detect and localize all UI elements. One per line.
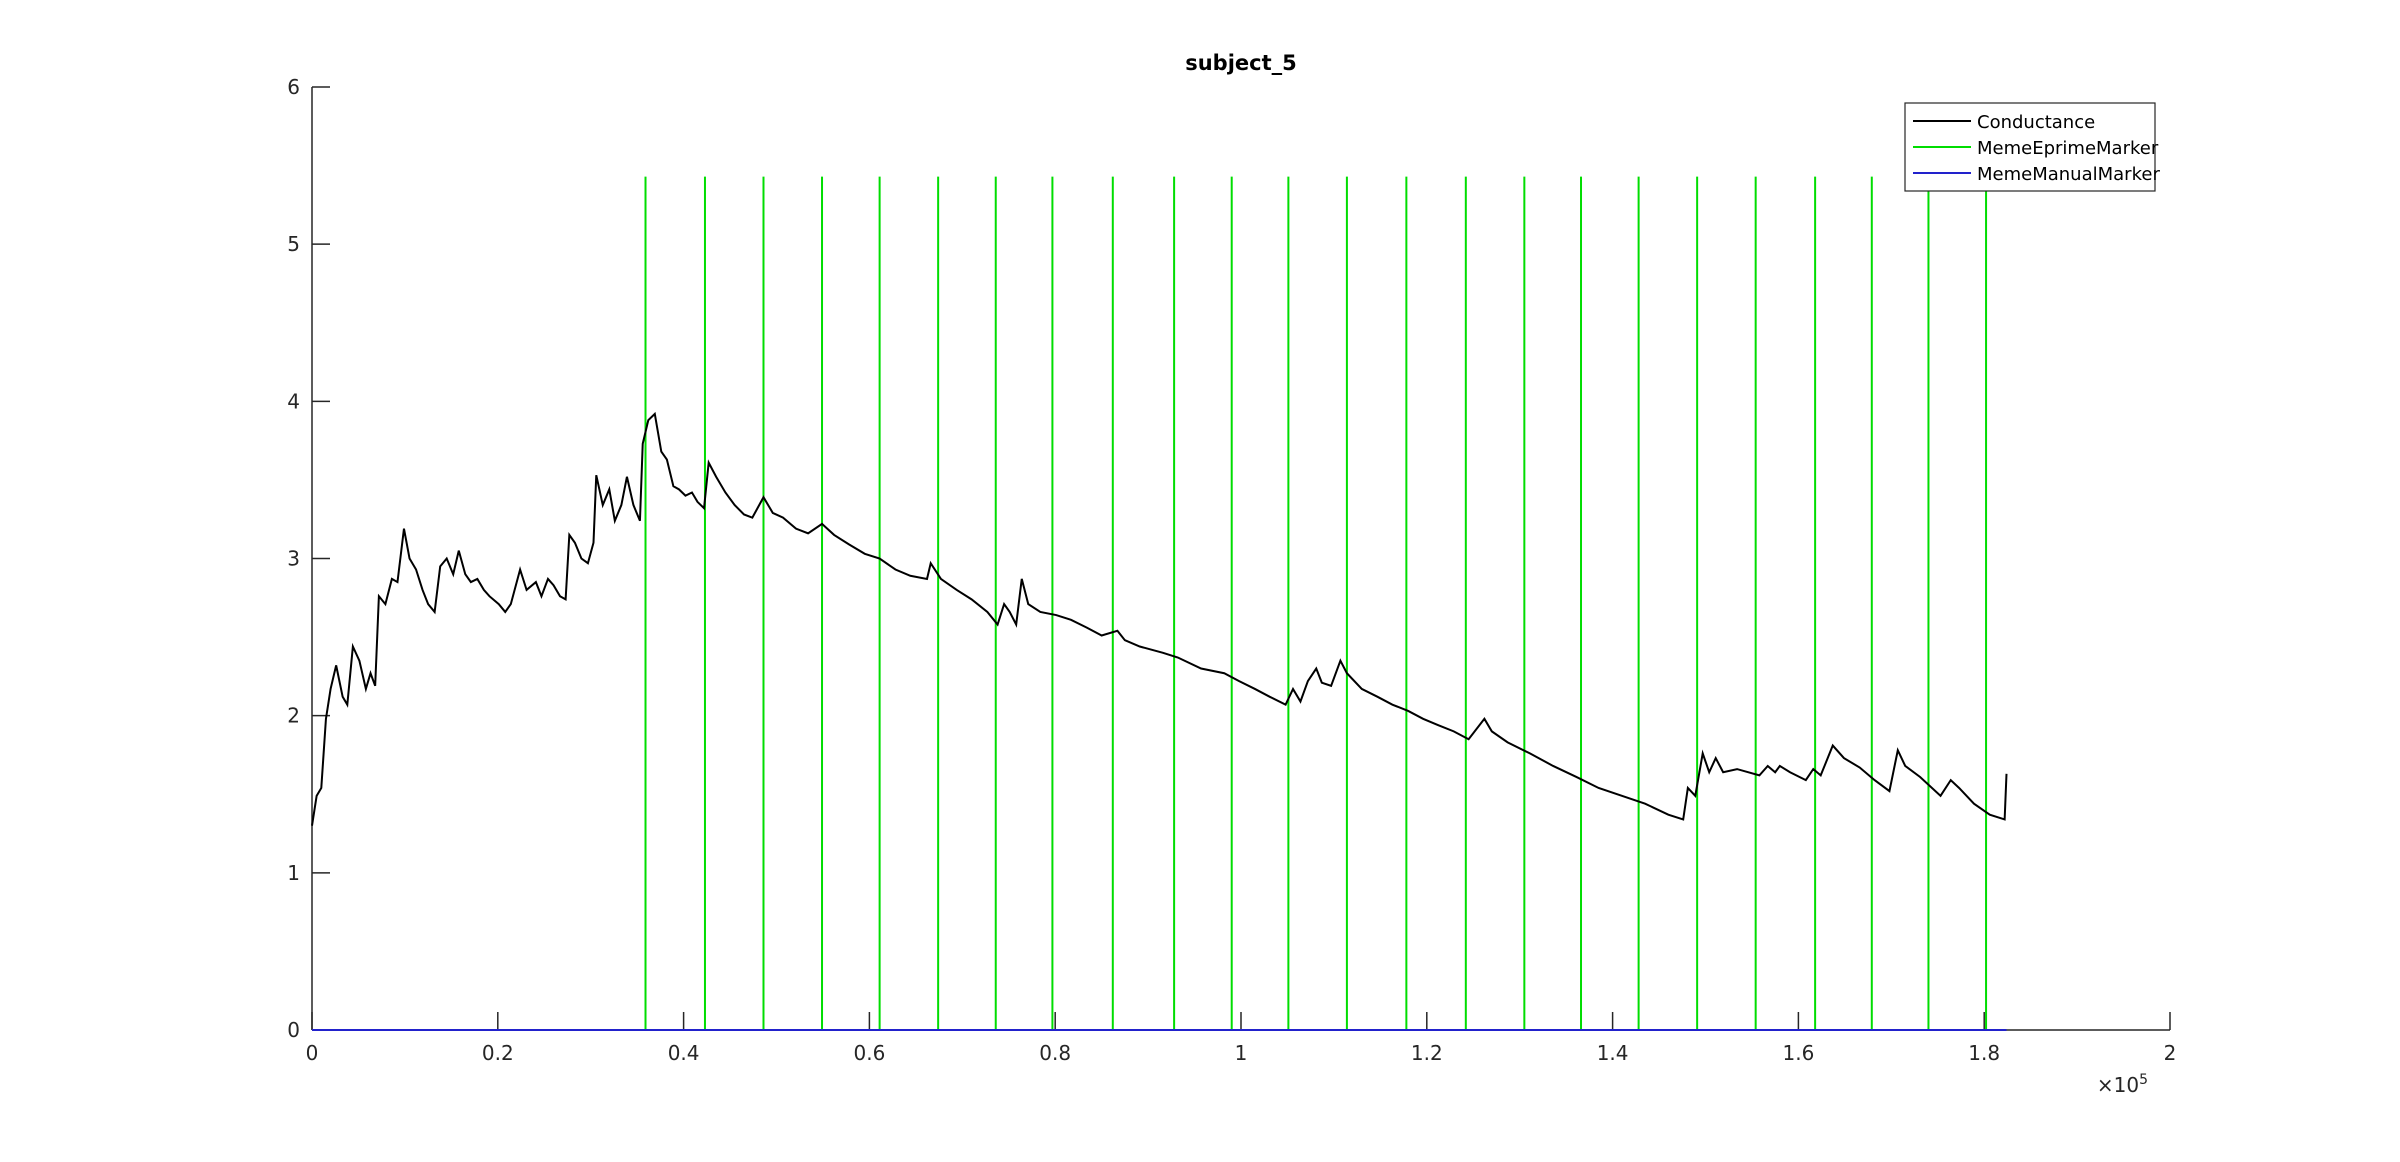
x-tick-label: 1.2	[1411, 1041, 1443, 1065]
chart-title: subject_5	[1185, 51, 1297, 75]
y-tick-label: 5	[287, 232, 300, 256]
legend-label: MemeEprimeMarker	[1977, 138, 2159, 159]
x-multiplier: ×105	[2097, 1072, 2148, 1097]
y-tick-label: 0	[287, 1018, 300, 1042]
x-tick-label: 1	[1235, 1041, 1248, 1065]
x-tick-label: 1.8	[1968, 1041, 2000, 1065]
x-tick-label: 1.4	[1597, 1041, 1629, 1065]
y-tick-label: 6	[287, 75, 300, 99]
x-multiplier-base: ×10	[2097, 1073, 2139, 1097]
x-tick-label: 0.2	[482, 1041, 514, 1065]
x-tick-label: 0.8	[1039, 1041, 1071, 1065]
legend-label: MemeManualMarker	[1977, 164, 2160, 185]
x-tick-label: 1.6	[1782, 1041, 1814, 1065]
x-tick-label: 2	[2164, 1041, 2177, 1065]
y-tick-label: 1	[287, 861, 300, 885]
x-multiplier-exponent: 5	[2139, 1072, 2148, 1088]
x-tick-label: 0	[306, 1041, 319, 1065]
x-tick-label: 0.4	[668, 1041, 700, 1065]
legend-label: Conductance	[1977, 112, 2095, 133]
y-tick-label: 2	[287, 704, 300, 728]
data-line	[311, 411, 2008, 826]
legend: Conductance MemeEprimeMarker MemeManualMar…	[1904, 102, 2160, 192]
x-tick-label: 0.6	[853, 1041, 885, 1065]
y-tick-label: 3	[287, 547, 300, 571]
y-tick-label: 4	[287, 389, 300, 413]
